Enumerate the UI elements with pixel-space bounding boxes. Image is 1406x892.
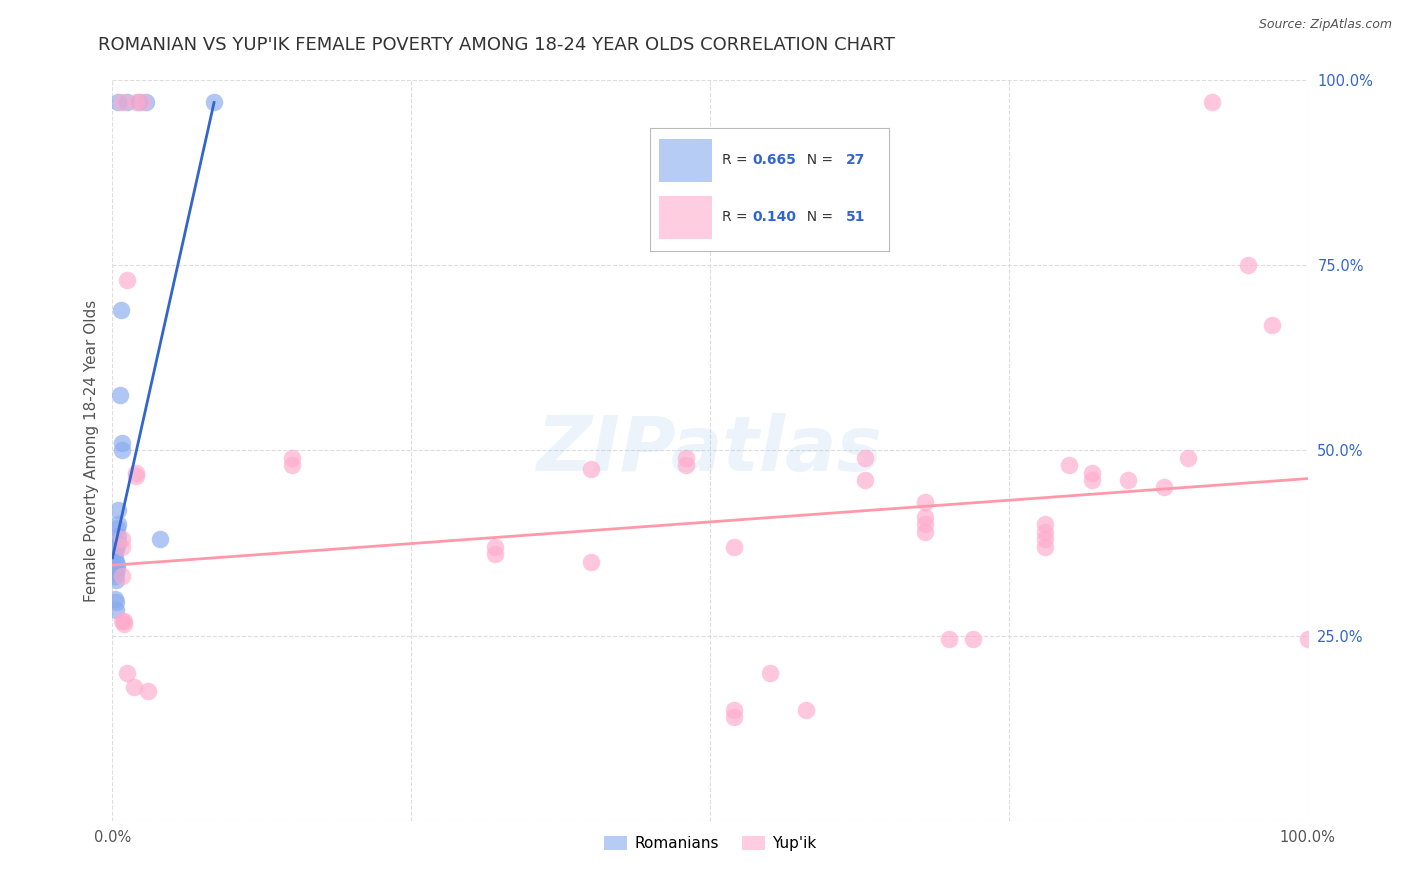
Point	[579, 462, 602, 476]
Point	[104, 591, 127, 606]
Point	[202, 95, 225, 110]
Point	[125, 466, 148, 480]
Text: N =: N =	[799, 153, 838, 167]
Point	[149, 533, 172, 547]
Text: ZIPatlas: ZIPatlas	[537, 414, 883, 487]
Point	[938, 632, 960, 647]
Point	[108, 388, 131, 402]
Point	[125, 95, 148, 110]
Point	[1201, 95, 1223, 110]
Point	[105, 540, 128, 554]
Text: N =: N =	[799, 210, 838, 224]
Point	[105, 558, 128, 573]
Point	[1057, 458, 1080, 473]
Point	[962, 632, 984, 647]
Point	[111, 540, 134, 554]
Point	[111, 533, 134, 547]
Point	[855, 199, 877, 213]
Point	[104, 550, 127, 565]
Point	[107, 95, 129, 110]
Point	[105, 521, 128, 535]
Point	[105, 573, 128, 587]
Point	[107, 536, 129, 550]
Point	[105, 566, 128, 580]
Point	[1118, 473, 1140, 487]
Point	[105, 555, 128, 569]
Point	[723, 710, 745, 724]
Point	[1177, 450, 1199, 465]
Point	[107, 517, 129, 532]
Text: ROMANIAN VS YUP'IK FEMALE POVERTY AMONG 18-24 YEAR OLDS CORRELATION CHART: ROMANIAN VS YUP'IK FEMALE POVERTY AMONG …	[98, 36, 896, 54]
Point	[723, 703, 745, 717]
FancyBboxPatch shape	[659, 139, 711, 182]
Point	[855, 450, 877, 465]
Text: 27: 27	[846, 153, 866, 167]
Point	[115, 665, 138, 680]
Text: Source: ZipAtlas.com: Source: ZipAtlas.com	[1258, 18, 1392, 31]
Point	[107, 528, 129, 542]
Point	[122, 681, 145, 695]
Text: 0.140: 0.140	[752, 210, 797, 224]
Point	[723, 540, 745, 554]
Point	[128, 95, 150, 110]
Point	[115, 273, 138, 287]
Point	[1296, 632, 1319, 647]
Point	[105, 543, 128, 558]
Point	[104, 569, 127, 583]
Point	[759, 665, 782, 680]
Point	[281, 450, 304, 465]
Point	[675, 458, 697, 473]
Point	[1081, 466, 1104, 480]
Point	[138, 684, 160, 698]
Point	[484, 547, 506, 561]
Point	[105, 562, 128, 576]
Point	[914, 524, 936, 539]
Point	[1033, 533, 1056, 547]
Point	[105, 595, 128, 609]
Point	[1033, 540, 1056, 554]
Text: 0.665: 0.665	[752, 153, 797, 167]
Point	[675, 450, 697, 465]
Point	[794, 703, 817, 717]
Point	[111, 95, 134, 110]
Point	[105, 602, 128, 616]
Point	[125, 469, 148, 483]
Point	[111, 614, 134, 628]
Text: 51: 51	[846, 210, 866, 224]
Y-axis label: Female Poverty Among 18-24 Year Olds: Female Poverty Among 18-24 Year Olds	[83, 300, 98, 601]
Point	[111, 569, 134, 583]
Point	[114, 617, 135, 632]
Point	[131, 95, 153, 110]
Point	[135, 95, 157, 110]
Point	[1153, 480, 1175, 494]
Point	[484, 540, 506, 554]
Point	[281, 458, 304, 473]
Point	[110, 302, 132, 317]
Point	[914, 510, 936, 524]
Point	[1261, 318, 1284, 332]
Point	[1033, 524, 1056, 539]
Legend: Romanians, Yup'ik: Romanians, Yup'ik	[598, 830, 823, 857]
Point	[914, 517, 936, 532]
Point	[855, 473, 877, 487]
Text: R =: R =	[721, 210, 752, 224]
Point	[1033, 517, 1056, 532]
Point	[107, 502, 129, 516]
Text: R =: R =	[721, 153, 752, 167]
Point	[579, 555, 602, 569]
Point	[914, 495, 936, 509]
Point	[111, 436, 134, 450]
Point	[1237, 259, 1260, 273]
Point	[115, 95, 138, 110]
Point	[1081, 473, 1104, 487]
Point	[114, 614, 135, 628]
FancyBboxPatch shape	[659, 195, 711, 239]
Point	[111, 443, 134, 458]
